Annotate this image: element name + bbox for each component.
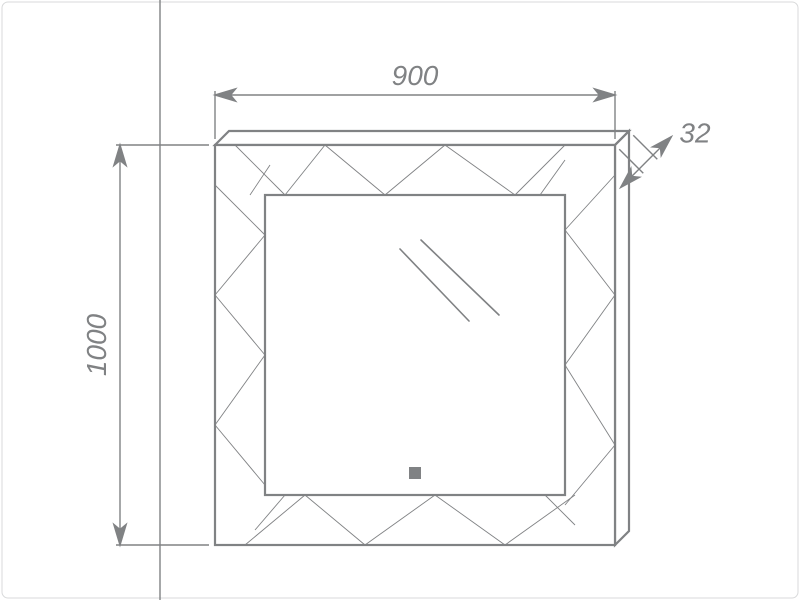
product-depth-top	[215, 131, 629, 145]
product-depth-side	[615, 131, 629, 545]
mirror-surface	[265, 195, 565, 495]
dimension-width-value: 900	[392, 60, 439, 91]
dimension-width: 900	[215, 60, 615, 139]
dimension-depth-value: 32	[679, 118, 711, 149]
dimension-drawing: 900 1000 32	[0, 0, 800, 600]
dimension-depth: 32	[619, 118, 711, 188]
touch-sensor-icon	[409, 467, 421, 479]
dimension-height: 1000	[81, 145, 209, 545]
dimension-height-value: 1000	[81, 313, 112, 376]
